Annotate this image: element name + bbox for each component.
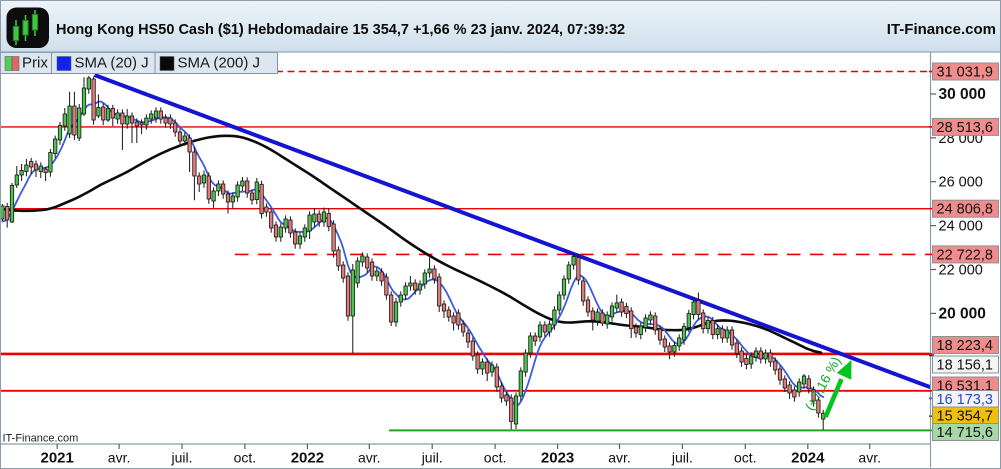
svg-text:IT-Finance.com: IT-Finance.com — [887, 21, 996, 38]
svg-text:2021: 2021 — [41, 450, 74, 467]
svg-text:22 000: 22 000 — [939, 263, 983, 279]
svg-text:24 000: 24 000 — [939, 219, 983, 235]
svg-text:14 715,6: 14 715,6 — [937, 425, 993, 441]
svg-text:2022: 2022 — [291, 450, 324, 467]
svg-text:IT-Finance.com: IT-Finance.com — [3, 433, 79, 445]
svg-text:24 806,8: 24 806,8 — [937, 202, 993, 218]
svg-text:28 513,6: 28 513,6 — [937, 120, 993, 136]
svg-text:2023: 2023 — [541, 450, 574, 467]
svg-text:avr.: avr. — [858, 450, 881, 466]
svg-text:Hong Kong HS50 Cash ($1) Hebdo: Hong Kong HS50 Cash ($1) Hebdomadaire 15… — [56, 22, 625, 38]
svg-text:juil.: juil. — [170, 450, 192, 466]
svg-text:15 354,7: 15 354,7 — [937, 409, 993, 425]
svg-text:18 156,1: 18 156,1 — [937, 358, 993, 374]
svg-text:16 173,3: 16 173,3 — [937, 392, 993, 408]
svg-text:oct.: oct. — [484, 450, 507, 466]
svg-text:juil.: juil. — [421, 450, 443, 466]
svg-text:avr.: avr. — [608, 450, 631, 466]
svg-text:22 722,8: 22 722,8 — [937, 247, 993, 263]
svg-text:20 000: 20 000 — [939, 305, 986, 322]
svg-text:SMA (200) J: SMA (200) J — [178, 55, 261, 72]
svg-text:SMA (20) J: SMA (20) J — [75, 55, 149, 72]
svg-text:26 000: 26 000 — [939, 175, 983, 191]
svg-text:avr.: avr. — [358, 450, 381, 466]
svg-text:juil.: juil. — [671, 450, 693, 466]
svg-text:oct.: oct. — [234, 450, 257, 466]
svg-text:18 223,4: 18 223,4 — [937, 338, 993, 354]
svg-text:avr.: avr. — [108, 450, 131, 466]
svg-text:30 000: 30 000 — [939, 86, 986, 103]
svg-text:2024: 2024 — [791, 450, 825, 467]
svg-text:oct.: oct. — [734, 450, 757, 466]
svg-text:31 031,9: 31 031,9 — [937, 65, 993, 81]
svg-text:Prix: Prix — [22, 55, 48, 72]
